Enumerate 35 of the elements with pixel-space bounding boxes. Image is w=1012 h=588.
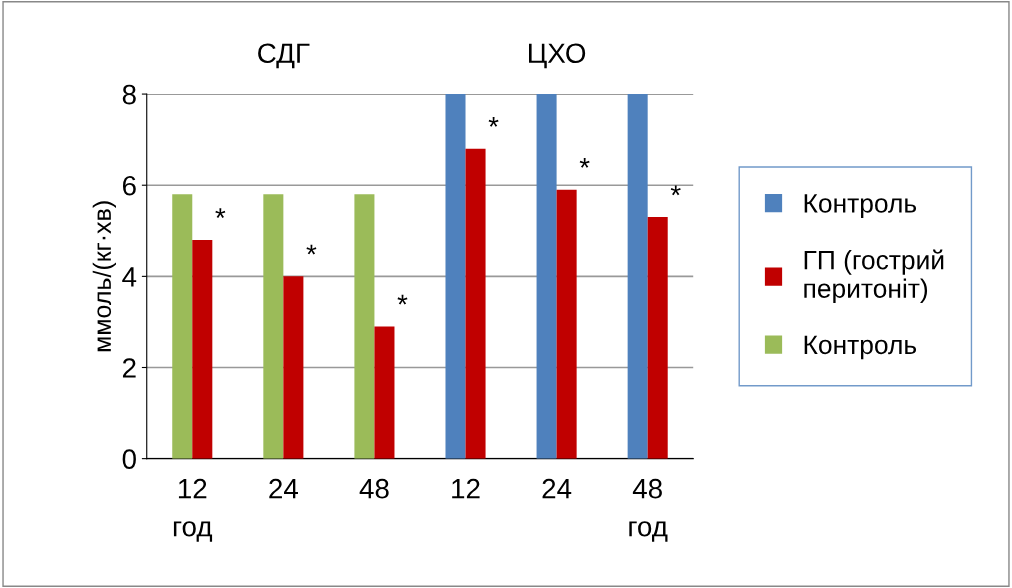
x-tick-label: 24: [542, 478, 572, 499]
data-label: *: [397, 294, 408, 305]
data-label: *: [306, 244, 317, 255]
bar: [445, 94, 466, 459]
text: ЦХО: [529, 43, 586, 69]
text: СДГ: [258, 43, 310, 69]
legend-label: Контроль: [804, 194, 917, 218]
bar: [465, 148, 486, 459]
bar: [536, 94, 557, 459]
y-axis-title: ммоль/(кг·хв): [92, 201, 116, 352]
y-tick-label: 4: [122, 267, 137, 287]
bar: [283, 276, 304, 459]
y-tick-label: 0: [122, 449, 136, 469]
legend-label: ГП (гострий перитоніт): [804, 249, 944, 304]
y-tick-label: 6: [122, 175, 136, 196]
bar: [374, 326, 395, 459]
legend-label: Контроль: [804, 335, 917, 360]
bar: [556, 189, 577, 459]
bar: [172, 194, 193, 459]
bar: [627, 94, 648, 459]
data-label: *: [215, 208, 226, 218]
bar: [354, 194, 375, 459]
bar: [192, 239, 213, 459]
y-tick-label: 2: [122, 358, 136, 378]
data-label: *: [488, 117, 499, 127]
y-tick-label: 8: [122, 84, 136, 105]
x-tick-label: 24: [269, 478, 298, 499]
x-tick-label: 48 год: [629, 478, 668, 542]
bar: [263, 194, 284, 459]
x-tick-label: 12: [452, 478, 480, 499]
bar: [647, 217, 668, 459]
x-tick-label: 48: [359, 478, 389, 499]
data-label: *: [670, 185, 681, 196]
data-label: *: [579, 158, 590, 168]
x-tick-label: 12 год: [173, 478, 213, 542]
